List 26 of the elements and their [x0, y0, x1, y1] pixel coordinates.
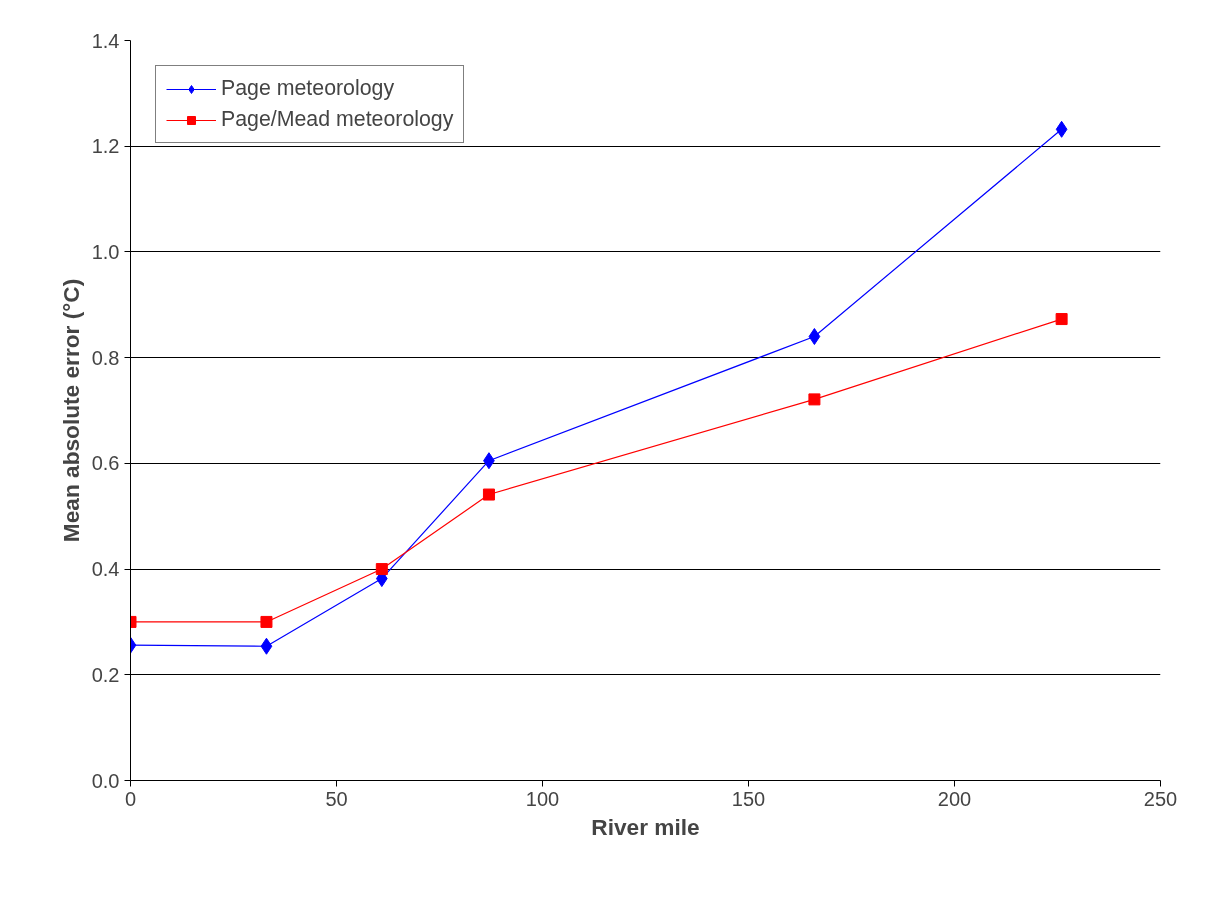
point [375, 563, 388, 576]
x-tick-label: 250 [1143, 787, 1178, 810]
y-axis-title: Mean absolute error (°C) [57, 278, 84, 543]
x-tick-label: 50 [325, 787, 348, 810]
legend-label: Page meteorology [221, 76, 395, 101]
point [260, 615, 273, 628]
x-tick-label: 150 [731, 787, 766, 810]
y-tick-label: 1.0 [91, 240, 120, 263]
y-tick-label: 0.0 [91, 769, 120, 792]
x-tick-label: 100 [525, 787, 560, 810]
legend-label: Page/Mead meteorology [221, 107, 454, 132]
point [482, 488, 495, 501]
point [808, 328, 821, 345]
point [260, 637, 273, 655]
x-tick-label: 0 [124, 787, 137, 810]
point [1055, 313, 1068, 326]
y-tick-label: 0.2 [91, 663, 120, 686]
y-tick-label: 1.4 [91, 29, 120, 52]
x-tick-label: 200 [937, 787, 972, 810]
point [1055, 120, 1068, 138]
point [808, 393, 821, 406]
y-tick-label: 0.4 [91, 558, 120, 581]
x-axis-title: River mile [591, 813, 700, 840]
y-tick-label: 0.6 [91, 452, 120, 475]
y-tick-label: 1.2 [91, 135, 120, 158]
y-tick-label: 0.8 [91, 346, 120, 369]
